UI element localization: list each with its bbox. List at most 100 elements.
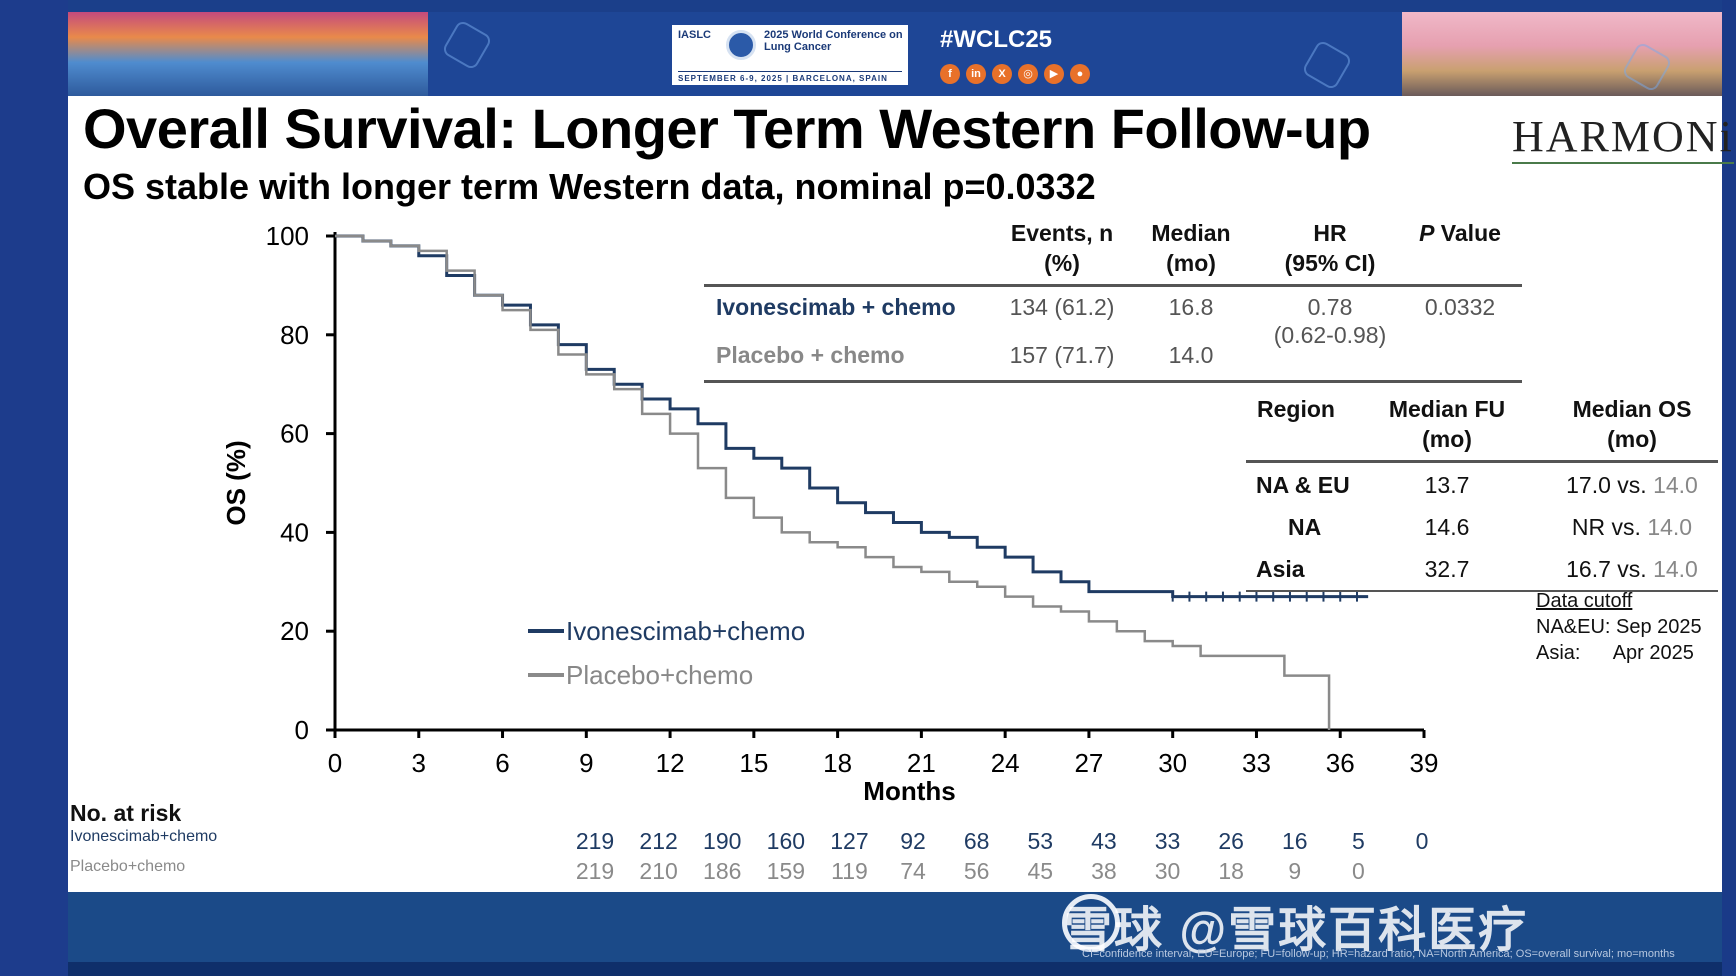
header-median-fu-text: Median FU (mo): [1388, 396, 1506, 452]
at-risk-value: 160: [766, 828, 806, 854]
region-name: NA: [1288, 514, 1322, 540]
header-median-text: Median (mo): [1151, 220, 1231, 276]
conference-name: 2025 World Conference on Lung Cancer: [764, 29, 903, 53]
region-fu: 13.7: [1424, 472, 1470, 498]
linkedin-icon[interactable]: in: [966, 64, 986, 84]
region-os-pbo: 14.0: [1653, 556, 1698, 582]
x-tick-label: 3: [412, 748, 426, 778]
p-value: 0.0332: [1424, 294, 1496, 320]
footer-strip: [68, 962, 1722, 976]
x-axis-label: Months: [863, 776, 955, 806]
at-risk-value: 5: [1351, 828, 1365, 854]
table-rule: [704, 284, 1522, 287]
at-risk-pbo-label: Placebo+chemo: [70, 858, 186, 875]
at-risk-value: 210: [639, 858, 678, 884]
at-risk-value: 0: [1415, 828, 1429, 854]
data-cutoff-asia: Asia: Apr 2025: [1536, 642, 1694, 664]
y-tick-label: 0: [295, 715, 309, 745]
slide-title: Overall Survival: Longer Term Western Fo…: [83, 97, 1371, 160]
social-icons: f in X ◎ ▶ ●: [940, 64, 1090, 84]
footer-bar: [68, 892, 1722, 962]
barcelona-art-left: [68, 12, 428, 96]
hr-value: 0.78: [1307, 294, 1353, 320]
header-median-os: Median OS (mo): [1544, 394, 1720, 454]
globe-icon: [726, 30, 756, 60]
region-os: 17.0 vs. 14.0: [1544, 472, 1720, 499]
harmoni-logo: HARMONi: [1512, 112, 1734, 164]
header-hr: HR (95% CI): [1260, 218, 1400, 278]
data-cutoff-na-eu: NA&EU: Sep 2025: [1536, 616, 1702, 638]
table-rule: [704, 380, 1522, 383]
km-curve-ivonescimab: [335, 234, 1369, 599]
header-pvalue-text: P Value: [1419, 220, 1501, 246]
at-risk-value: 159: [766, 858, 806, 884]
at-risk-value: 45: [1027, 858, 1054, 884]
header-hr-text: HR (95% CI): [1284, 220, 1376, 276]
legend-label: Ivonescimab+chemo: [566, 616, 805, 646]
at-risk-value: 68: [963, 828, 990, 854]
frame-right: [1722, 0, 1736, 976]
x-tick-label: 36: [1326, 748, 1355, 778]
region-name: NA & EU: [1256, 472, 1350, 498]
at-risk-value: 74: [900, 858, 926, 884]
x-tick-label: 21: [907, 748, 936, 778]
region-os-pbo: 14.0: [1647, 514, 1693, 540]
y-tick-label: 60: [280, 419, 309, 449]
at-risk-value: 16: [1281, 828, 1308, 854]
region-os-ivo: 16.7 vs.: [1566, 556, 1647, 582]
conference-logo-box: IASLC 2025 World Conference on Lung Canc…: [672, 25, 908, 85]
barcelona-art-right: [1402, 12, 1722, 96]
x-tick-label: 24: [991, 748, 1020, 778]
at-risk-value: 0: [1351, 858, 1365, 884]
header-pvalue: P Value: [1400, 218, 1520, 248]
facebook-icon[interactable]: f: [940, 64, 960, 84]
at-risk-value: 190: [703, 828, 742, 854]
at-risk-value: 26: [1218, 828, 1244, 854]
at-risk-ivo-label: Ivonescimab+chemo: [70, 828, 218, 845]
watermark-text: 雪球 @雪球百科医疗: [1064, 904, 1529, 957]
instagram-icon[interactable]: ◎: [1018, 64, 1038, 84]
region-os-ivo: 17.0 vs.: [1566, 472, 1647, 498]
at-risk-value: 219: [575, 858, 615, 884]
watermark-logo-icon: [1062, 894, 1120, 952]
region-os: NR vs. 14.0: [1544, 514, 1720, 541]
legend-label: Placebo+chemo: [566, 660, 753, 690]
region-fu: 14.6: [1424, 514, 1470, 540]
at-risk-value: 56: [963, 858, 990, 884]
region-fu: 32.7: [1424, 556, 1470, 582]
header-median: Median (mo): [1136, 218, 1246, 278]
row-ivo-label: Ivonescimab + chemo: [716, 294, 956, 320]
at-risk-header: No. at risk: [70, 800, 182, 826]
x-tick-label: 33: [1242, 748, 1271, 778]
row-pbo-median: 14.0: [1168, 342, 1214, 368]
at-risk-value: 219: [575, 828, 615, 854]
y-tick-label: 80: [280, 320, 309, 350]
hr-ci: (0.62-0.98): [1273, 322, 1387, 348]
x-tick-label: 6: [495, 748, 509, 778]
x-icon[interactable]: X: [992, 64, 1012, 84]
slide-subtitle: OS stable with longer term Western data,…: [83, 166, 1096, 207]
row-pbo-events: 157 (71.7): [1009, 342, 1115, 368]
data-cutoff-title: Data cutoff: [1536, 590, 1633, 612]
row-ivo-events: 134 (61.2): [1009, 294, 1115, 320]
y-tick-label: 40: [280, 517, 309, 547]
region-os-pbo: 14.0: [1653, 472, 1698, 498]
at-risk-value: 53: [1027, 828, 1054, 854]
region-os-ivo: NR vs.: [1571, 514, 1641, 540]
podcast-icon[interactable]: ●: [1070, 64, 1090, 84]
conference-hashtag: #WCLC25: [940, 26, 1053, 53]
x-tick-label: 18: [823, 748, 852, 778]
y-tick-label: 100: [266, 221, 309, 251]
at-risk-value: 18: [1218, 858, 1244, 884]
at-risk-value: 92: [900, 828, 926, 854]
iaslc-logo: IASLC: [678, 29, 711, 41]
abbreviations-footnote: CI=confidence interval; EU=Europe; FU=fo…: [1082, 948, 1675, 960]
x-tick-label: 39: [1410, 748, 1439, 778]
y-axis-label: OS (%): [221, 440, 251, 525]
header-events-text: Events, n (%): [1010, 220, 1114, 276]
at-risk-value: 38: [1091, 858, 1117, 884]
header-events: Events, n (%): [994, 218, 1130, 278]
youtube-icon[interactable]: ▶: [1044, 64, 1064, 84]
header-median-os-text: Median OS (mo): [1572, 396, 1692, 452]
